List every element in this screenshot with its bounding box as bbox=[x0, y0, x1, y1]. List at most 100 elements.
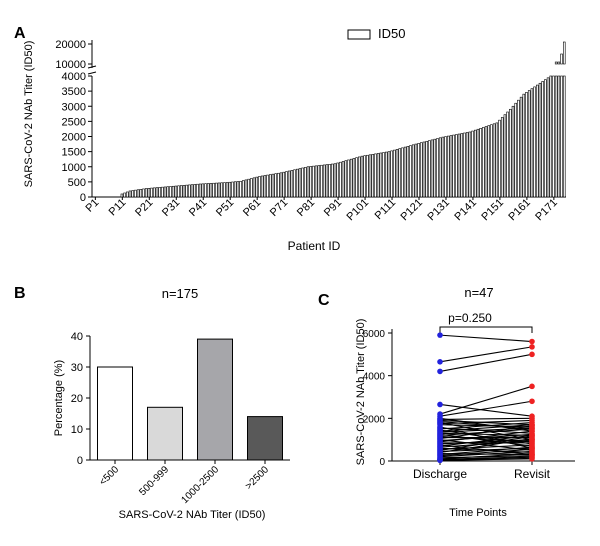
bar bbox=[180, 185, 183, 198]
c-y-tick-label: 2000 bbox=[363, 414, 386, 425]
c-point-revisit bbox=[529, 338, 535, 345]
bar bbox=[279, 172, 283, 198]
bar bbox=[406, 146, 410, 198]
c-pair-line bbox=[439, 400, 533, 417]
bar bbox=[287, 170, 291, 198]
c-pair-line bbox=[439, 353, 533, 372]
b-y-tick-label: 40 bbox=[71, 331, 83, 343]
c-x-tick-label: Discharge bbox=[413, 467, 467, 481]
c-point-revisit bbox=[529, 423, 535, 429]
bar bbox=[360, 155, 364, 198]
bar bbox=[269, 174, 272, 198]
a-y-tick-label: 500 bbox=[68, 177, 86, 189]
bar bbox=[215, 182, 218, 198]
bar bbox=[196, 183, 199, 198]
a-y-tick-label: 1000 bbox=[62, 162, 86, 174]
bar bbox=[479, 128, 482, 198]
a-x-tick-label: P121 bbox=[398, 197, 425, 224]
a-x-tick-label: P161 bbox=[506, 197, 533, 224]
bar bbox=[414, 143, 418, 198]
a-axis-break bbox=[87, 65, 97, 69]
bar bbox=[436, 138, 439, 198]
b-y-tick-label: 30 bbox=[71, 362, 83, 374]
bar bbox=[239, 180, 242, 198]
bar bbox=[420, 142, 423, 198]
c-pair-line bbox=[439, 403, 533, 417]
bar bbox=[549, 75, 553, 198]
bar bbox=[231, 181, 234, 198]
a-axis-break bbox=[87, 71, 97, 75]
bar bbox=[401, 147, 404, 198]
bar bbox=[123, 192, 126, 198]
bar bbox=[517, 99, 520, 198]
bar bbox=[465, 132, 469, 198]
bar bbox=[395, 149, 399, 198]
panel-a: A SARS-CoV-2 NAb Titer (ID50) Patient ID… bbox=[14, 25, 566, 253]
bar-upper bbox=[563, 41, 566, 65]
panel-c-xlabel: Time Points bbox=[449, 507, 507, 519]
bar bbox=[382, 152, 385, 198]
b-bar bbox=[147, 406, 183, 461]
bar bbox=[225, 182, 229, 198]
bar bbox=[220, 182, 223, 198]
bar bbox=[271, 173, 275, 198]
a-y-tick-label: 0 bbox=[80, 192, 86, 204]
bar bbox=[538, 82, 542, 198]
c-point-discharge bbox=[437, 359, 443, 365]
bar bbox=[144, 188, 148, 198]
bar bbox=[217, 182, 221, 198]
a-x-tick-label: P41 bbox=[187, 197, 209, 219]
bar bbox=[476, 128, 480, 198]
c-pair-line bbox=[439, 419, 533, 425]
bar bbox=[560, 75, 563, 198]
bar bbox=[139, 189, 143, 198]
bar bbox=[468, 131, 472, 198]
bar bbox=[209, 183, 213, 198]
bar bbox=[136, 189, 140, 198]
c-pair-line bbox=[439, 446, 533, 456]
c-pair-line bbox=[439, 434, 533, 447]
a-x-tick-label: P51 bbox=[214, 197, 236, 219]
bar bbox=[277, 172, 280, 198]
c-y-tick-label: 4000 bbox=[363, 372, 386, 383]
bar bbox=[153, 187, 156, 198]
a-x-tick-label: P151 bbox=[479, 197, 506, 224]
c-pair-line bbox=[439, 450, 533, 458]
c-pair-line bbox=[439, 425, 533, 440]
bar bbox=[554, 75, 558, 198]
bar bbox=[422, 141, 426, 198]
bar bbox=[425, 140, 428, 198]
bar bbox=[333, 163, 337, 198]
c-point-discharge bbox=[437, 401, 443, 408]
bar bbox=[463, 132, 466, 198]
a-x-tick-label: P91 bbox=[322, 197, 344, 219]
bar bbox=[290, 170, 294, 198]
bar bbox=[260, 175, 264, 198]
b-bar bbox=[97, 366, 133, 461]
a-y-tick-label: 3000 bbox=[62, 101, 86, 113]
c-pair-line bbox=[439, 334, 533, 343]
bar bbox=[233, 181, 237, 198]
panel-c-pvalue: p=0.250 bbox=[448, 311, 492, 325]
c-point-revisit bbox=[529, 344, 535, 350]
bar bbox=[379, 152, 383, 198]
bar bbox=[471, 130, 474, 198]
bar bbox=[438, 137, 442, 198]
c-y-tick-label: 6000 bbox=[363, 329, 386, 340]
bar bbox=[363, 155, 366, 198]
c-pair-line bbox=[439, 458, 533, 461]
bar bbox=[171, 185, 175, 198]
bar bbox=[514, 102, 517, 198]
a-x-tick-label: P21 bbox=[133, 197, 155, 219]
bar bbox=[409, 145, 412, 198]
bar bbox=[161, 186, 164, 198]
bar bbox=[403, 146, 407, 198]
bar bbox=[258, 176, 261, 198]
bar bbox=[444, 136, 447, 198]
bar bbox=[228, 181, 232, 198]
a-y-tick-label: 1500 bbox=[62, 147, 86, 159]
bar bbox=[201, 183, 205, 198]
a-y-tick-label: 3500 bbox=[62, 86, 86, 98]
panel-c-label: C bbox=[318, 292, 330, 309]
